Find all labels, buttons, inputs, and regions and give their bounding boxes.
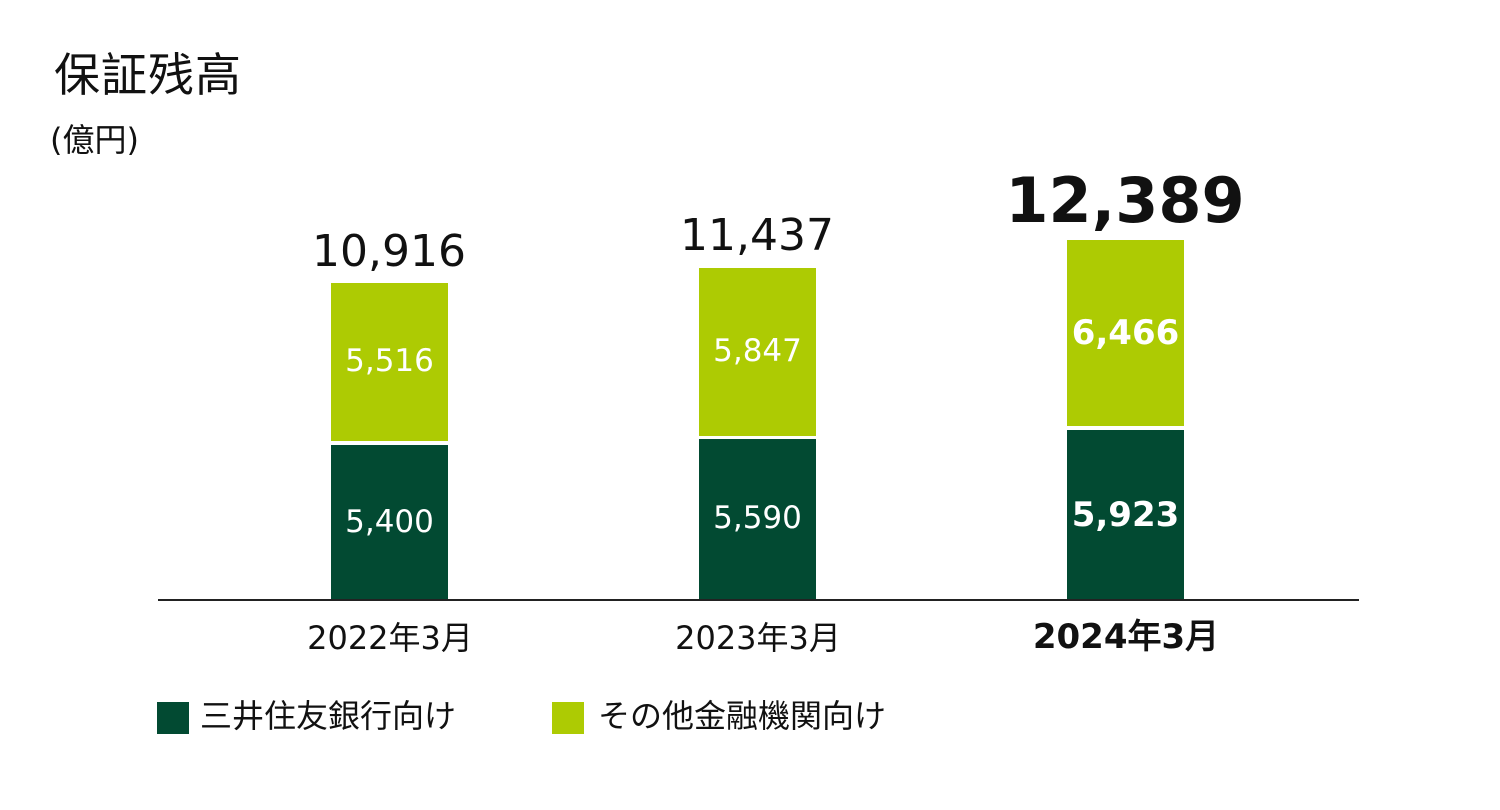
bar-segment-smbc-2022: 5,400: [331, 445, 448, 600]
segment-label-smbc-2022: 5,400: [345, 504, 434, 540]
segment-label-other-2024: 6,466: [1071, 313, 1180, 353]
bar-segment-smbc-2024: 5,923: [1067, 430, 1184, 600]
bar-total-2023: 11,437: [680, 210, 834, 261]
bar-segment-other-2024: 6,466: [1067, 240, 1184, 426]
bar-segment-other-2023: 5,847: [699, 268, 816, 436]
legend-label-smbc: 三井住友銀行向け: [200, 697, 457, 735]
segment-label-smbc-2024: 5,923: [1071, 495, 1180, 535]
bar-segment-smbc-2023: 5,590: [699, 439, 816, 600]
unit-label: (億円): [50, 121, 139, 159]
x-axis-line: [158, 599, 1359, 601]
bar-total-2024: 12,389: [1005, 164, 1245, 237]
bar-total-2022: 10,916: [312, 226, 466, 277]
segment-label-other-2023: 5,847: [713, 333, 802, 369]
x-label-2022: 2022年3月: [307, 619, 473, 657]
segment-label-smbc-2023: 5,590: [713, 500, 802, 536]
segment-label-other-2022: 5,516: [345, 343, 434, 379]
x-label-2023: 2023年3月: [675, 619, 841, 657]
chart-title: 保証残高: [54, 48, 242, 102]
legend-swatch-other: [552, 702, 584, 734]
legend-swatch-smbc: [157, 702, 189, 734]
bar-segment-other-2022: 5,516: [331, 283, 448, 441]
legend-label-other: その他金融機関向け: [598, 697, 887, 735]
x-label-2024: 2024年3月: [1032, 617, 1220, 657]
